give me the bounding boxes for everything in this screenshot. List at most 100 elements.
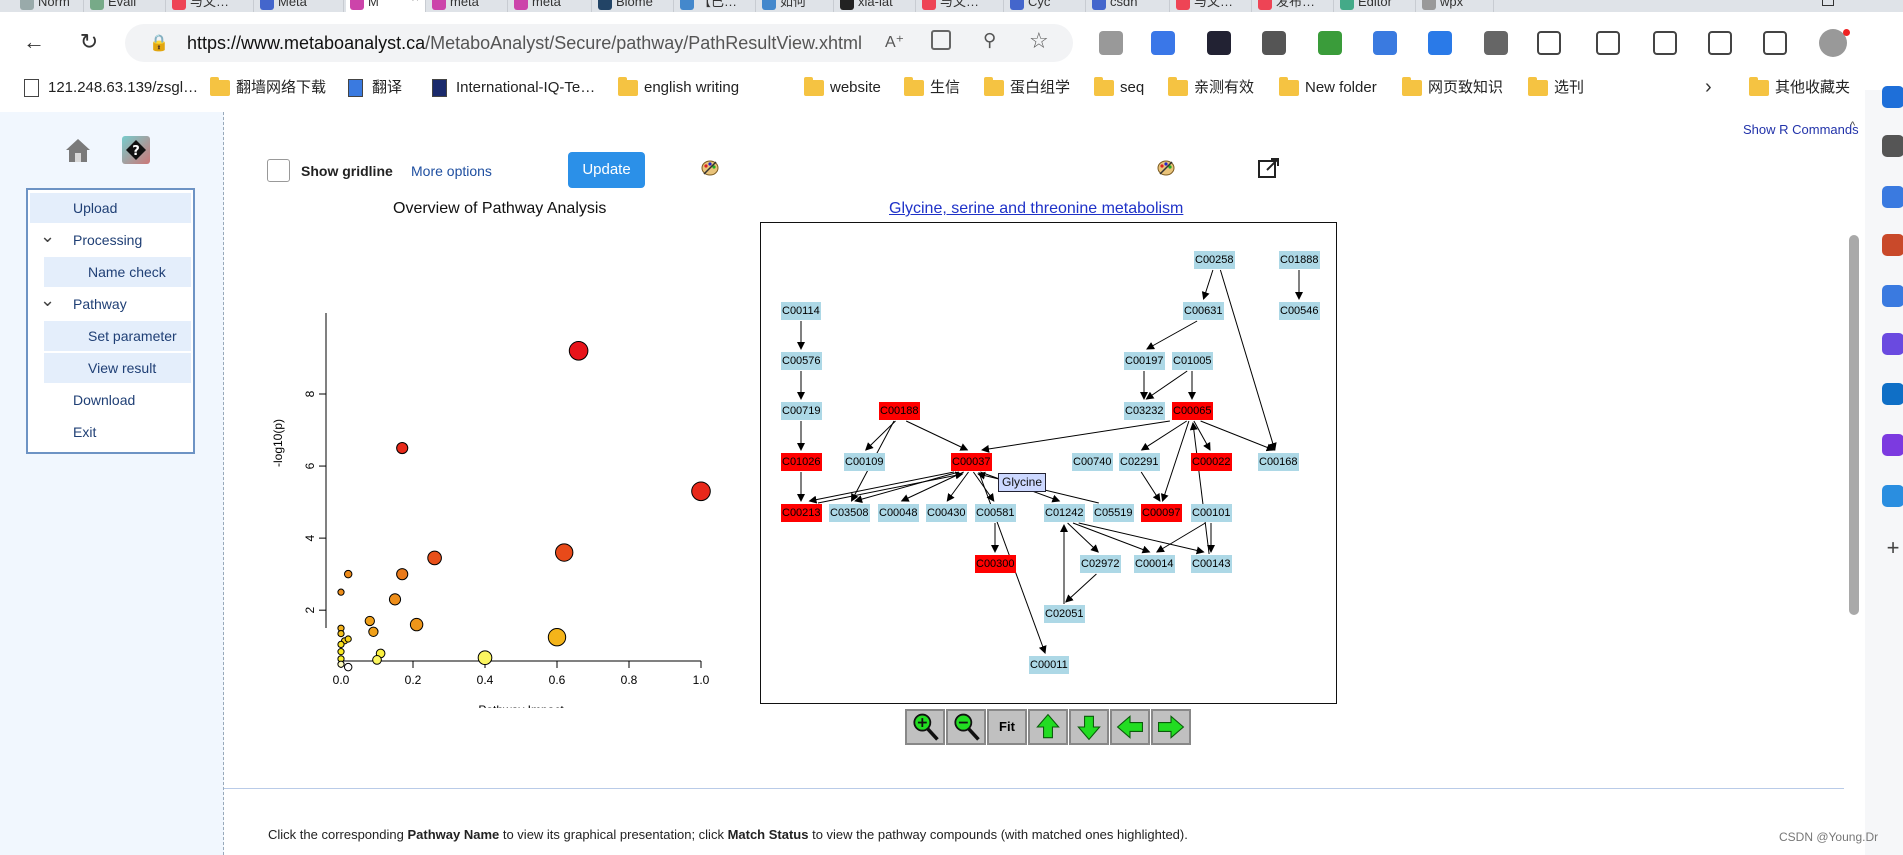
update-button[interactable]: Update [568, 152, 645, 188]
tools-icon[interactable] [1882, 234, 1903, 256]
compound-node[interactable]: C00300 [975, 555, 1016, 573]
compound-node[interactable]: C00576 [781, 352, 822, 370]
open-new-window-icon[interactable] [1257, 156, 1281, 180]
browser-tab[interactable]: Biome [594, 0, 674, 12]
compound-node[interactable]: C00037 [951, 453, 992, 471]
screenshot-ext-icon[interactable] [1262, 31, 1286, 55]
office-icon[interactable] [1882, 333, 1903, 355]
address-bar[interactable]: 🔒 https://www.metaboanalyst.ca/MetaboAna… [125, 24, 1073, 62]
compound-node[interactable]: C00581 [975, 504, 1016, 522]
pathway-graph[interactable]: C00258 C01888 C00114 C00631 C00546 C00576 C001… [760, 222, 1337, 704]
scatter-point[interactable] [343, 569, 353, 579]
compound-node[interactable]: C00109 [844, 453, 885, 471]
arrow-up-icon[interactable] [1028, 709, 1068, 745]
compound-node[interactable]: C01005 [1172, 352, 1213, 370]
browser-tab[interactable]: Evali [86, 0, 166, 12]
browser-tab[interactable]: Norm [16, 0, 84, 12]
bookmark-item[interactable]: 其他收藏夹 [1749, 77, 1850, 98]
sidebar-item-upload[interactable]: Upload [30, 193, 191, 223]
sidebar-item-name-check[interactable]: Name check [44, 257, 191, 287]
browser-tab[interactable]: csdn [1088, 0, 1170, 12]
pathway-scatter-chart[interactable]: 0.0 0.2 0.4 0.6 0.8 1.0 2 4 6 8 Pathway Impact -log… [260, 228, 730, 708]
compound-node[interactable]: C00740 [1072, 453, 1113, 471]
show-r-commands-link[interactable]: Show R Commands [1743, 122, 1859, 137]
compound-node[interactable]: C03232 [1124, 402, 1165, 420]
favorite-star-icon[interactable]: ☆ [1029, 28, 1049, 53]
sidebar-item-download[interactable]: Download [30, 385, 191, 415]
split-screen-icon[interactable] [1596, 31, 1620, 55]
scatter-point[interactable] [343, 662, 353, 672]
read-aloud-icon[interactable]: A⁺ [885, 34, 905, 51]
favorites-icon[interactable] [1653, 31, 1677, 55]
upload-ext-icon[interactable] [1428, 31, 1452, 55]
help-icon[interactable]: ? [122, 136, 150, 164]
scatter-point[interactable] [477, 650, 493, 666]
scatter-point[interactable] [337, 660, 345, 668]
bookmark-item[interactable]: 翻译 [346, 78, 402, 98]
zoom-icon[interactable]: ⚲ [983, 30, 997, 50]
browser-tab[interactable]: 发布… [1254, 0, 1334, 12]
browser-tab[interactable]: meta [428, 0, 508, 12]
performance-icon[interactable] [1763, 31, 1787, 55]
compound-node[interactable]: C00065 [1172, 402, 1213, 420]
browser-tab[interactable]: 与文… [918, 0, 1004, 12]
compound-node[interactable]: C00188 [879, 402, 920, 420]
compound-node[interactable]: C01242 [1044, 504, 1085, 522]
scatter-point[interactable] [409, 617, 424, 632]
scatter-point[interactable] [344, 635, 352, 643]
bookmark-item[interactable]: 蛋白组学 [984, 77, 1070, 98]
add-collection-icon[interactable] [1708, 31, 1732, 55]
scatter-point[interactable] [388, 593, 402, 606]
compound-node[interactable]: C01026 [781, 453, 822, 471]
bookmark-item[interactable]: 选刊 [1528, 77, 1584, 98]
shield-ext-icon[interactable] [1151, 31, 1175, 55]
designer-icon[interactable] [1882, 434, 1903, 456]
google-translate-icon[interactable] [1373, 31, 1397, 55]
scatter-point[interactable] [691, 481, 711, 502]
bookmark-item[interactable]: english writing [618, 77, 739, 98]
search-icon[interactable] [1882, 135, 1903, 157]
bookmark-item[interactable]: 网页致知识 [1402, 77, 1503, 98]
chevron-down-icon[interactable]: ⌄ [40, 290, 56, 310]
show-gridline-checkbox[interactable] [267, 159, 290, 182]
extensions-icon[interactable] [1537, 31, 1561, 55]
compound-node[interactable]: C00101 [1191, 504, 1232, 522]
browser-tab[interactable]: Cyc [1006, 0, 1086, 12]
compound-node[interactable]: C01888 [1279, 251, 1320, 269]
games-icon[interactable] [1882, 285, 1903, 307]
compound-node[interactable]: C00011 [1029, 656, 1069, 674]
scatter-point[interactable] [396, 568, 409, 581]
sidebar-item-processing[interactable]: ⌄ Processing [30, 225, 191, 255]
scatter-point[interactable] [337, 629, 345, 638]
scatter-point[interactable] [337, 648, 345, 656]
arrow-left-icon[interactable] [1110, 709, 1150, 745]
arrow-right-icon[interactable] [1151, 709, 1191, 745]
arrow-down-icon[interactable] [1069, 709, 1109, 745]
bookmark-item[interactable]: New folder [1279, 77, 1377, 98]
bookmark-item[interactable]: 亲测有效 [1168, 77, 1254, 98]
compound-node[interactable]: C00631 [1183, 302, 1224, 320]
bookmark-item[interactable]: 生信 [904, 77, 960, 98]
page-scrollbar[interactable] [1849, 235, 1859, 615]
compound-node[interactable]: C00197 [1124, 352, 1165, 370]
reader-view-icon[interactable] [931, 30, 951, 50]
add-icon[interactable]: + [1886, 535, 1900, 560]
compound-node[interactable]: C02291 [1119, 453, 1160, 471]
palette-icon-graph[interactable] [1156, 158, 1176, 178]
palette-icon[interactable] [700, 158, 720, 178]
compound-node[interactable]: C02972 [1080, 555, 1121, 573]
tab-actions-icon[interactable] [1822, 0, 1834, 6]
send-icon[interactable] [1882, 485, 1903, 507]
chevron-up-icon[interactable]: ^ [1850, 120, 1856, 132]
sidebar-item-pathway[interactable]: ⌄ Pathway [30, 289, 191, 319]
reload-icon[interactable]: ↻ [79, 29, 99, 54]
collections-icon[interactable] [1099, 31, 1123, 55]
translate-ext-icon[interactable] [1318, 31, 1342, 55]
compound-node[interactable]: C00258 [1194, 251, 1235, 269]
compound-node[interactable]: C00546 [1279, 302, 1320, 320]
hash-ext-icon[interactable] [1207, 31, 1231, 55]
browser-tab[interactable]: 如何 [758, 0, 834, 12]
shopping-icon[interactable] [1882, 186, 1903, 208]
scatter-point[interactable] [372, 655, 382, 665]
scatter-point[interactable] [555, 543, 574, 562]
